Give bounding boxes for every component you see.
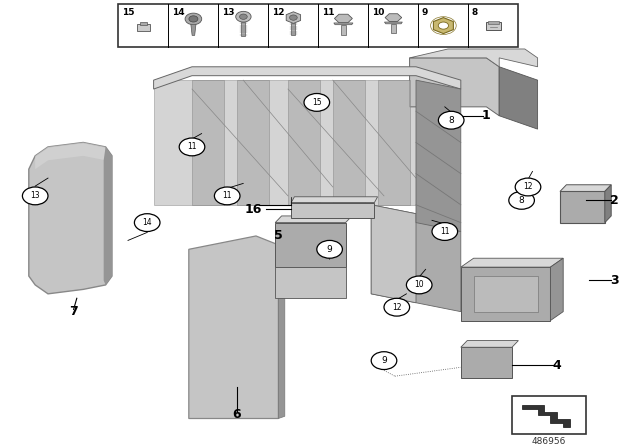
- Circle shape: [304, 94, 330, 111]
- Circle shape: [317, 241, 342, 258]
- Polygon shape: [371, 205, 461, 312]
- Polygon shape: [154, 67, 461, 89]
- Bar: [118, 4, 518, 47]
- Circle shape: [189, 16, 198, 22]
- Text: 9: 9: [422, 8, 428, 17]
- Bar: [137, 24, 150, 31]
- Polygon shape: [278, 243, 285, 418]
- Polygon shape: [499, 67, 538, 129]
- Polygon shape: [550, 258, 563, 321]
- Polygon shape: [461, 267, 550, 321]
- Polygon shape: [433, 17, 453, 34]
- Bar: [474, 276, 538, 312]
- Text: 486956: 486956: [532, 437, 566, 446]
- Text: 10: 10: [414, 280, 424, 289]
- Circle shape: [289, 15, 297, 20]
- Polygon shape: [385, 14, 402, 22]
- Circle shape: [371, 352, 397, 370]
- Polygon shape: [385, 22, 403, 24]
- Polygon shape: [241, 22, 245, 36]
- Text: 12: 12: [524, 182, 532, 191]
- Polygon shape: [605, 185, 611, 223]
- Bar: [512, 396, 586, 434]
- Polygon shape: [334, 23, 353, 25]
- Circle shape: [432, 223, 458, 241]
- Text: 12: 12: [392, 303, 401, 312]
- Polygon shape: [378, 80, 410, 205]
- Polygon shape: [335, 14, 353, 23]
- Polygon shape: [522, 405, 570, 426]
- Text: 6: 6: [232, 408, 241, 421]
- Circle shape: [384, 298, 410, 316]
- Text: 11: 11: [188, 142, 196, 151]
- Text: 11: 11: [321, 8, 334, 17]
- Polygon shape: [275, 216, 352, 223]
- Polygon shape: [237, 80, 269, 205]
- Circle shape: [214, 187, 240, 205]
- Polygon shape: [29, 142, 112, 294]
- Bar: [486, 22, 501, 30]
- Polygon shape: [560, 191, 605, 223]
- Circle shape: [185, 13, 202, 25]
- Bar: [488, 21, 499, 24]
- Polygon shape: [410, 58, 499, 116]
- Circle shape: [239, 14, 247, 19]
- Polygon shape: [291, 202, 374, 218]
- Polygon shape: [191, 24, 196, 35]
- Circle shape: [515, 178, 541, 196]
- Text: 4: 4: [552, 358, 561, 371]
- Text: 13: 13: [30, 191, 40, 200]
- Text: 14: 14: [142, 218, 152, 227]
- Circle shape: [236, 11, 251, 22]
- Text: 12: 12: [271, 8, 284, 17]
- Polygon shape: [291, 197, 378, 202]
- Polygon shape: [288, 80, 320, 205]
- Polygon shape: [391, 24, 396, 33]
- Text: 11: 11: [223, 191, 232, 200]
- Circle shape: [22, 187, 48, 205]
- Circle shape: [406, 276, 432, 294]
- Circle shape: [509, 191, 534, 209]
- Text: 2: 2: [610, 194, 619, 207]
- Polygon shape: [275, 267, 346, 298]
- Text: 3: 3: [610, 274, 619, 287]
- Polygon shape: [275, 223, 346, 267]
- Circle shape: [438, 22, 449, 29]
- Text: 13: 13: [221, 8, 234, 17]
- Polygon shape: [560, 185, 611, 191]
- Polygon shape: [461, 347, 512, 379]
- Circle shape: [134, 214, 160, 232]
- Text: 8: 8: [519, 196, 524, 205]
- Polygon shape: [410, 49, 538, 67]
- Circle shape: [179, 138, 205, 156]
- Polygon shape: [104, 147, 112, 285]
- Text: 1: 1: [482, 109, 491, 122]
- Text: 15: 15: [312, 98, 322, 107]
- Text: 5: 5: [274, 229, 283, 242]
- Bar: [140, 22, 147, 25]
- Text: 11: 11: [440, 227, 449, 236]
- Polygon shape: [189, 236, 278, 418]
- Circle shape: [438, 111, 464, 129]
- Polygon shape: [461, 340, 518, 347]
- Text: 14: 14: [172, 8, 184, 17]
- Text: 8: 8: [449, 116, 454, 125]
- Polygon shape: [192, 80, 224, 205]
- Text: 16: 16: [244, 203, 262, 216]
- Polygon shape: [461, 258, 563, 267]
- Polygon shape: [291, 23, 295, 35]
- Text: 8: 8: [472, 8, 478, 17]
- Text: 15: 15: [122, 8, 134, 17]
- Polygon shape: [35, 142, 106, 169]
- Polygon shape: [341, 25, 346, 35]
- Polygon shape: [286, 12, 301, 23]
- Text: 10: 10: [372, 8, 384, 17]
- Polygon shape: [333, 80, 365, 205]
- Text: 7: 7: [69, 305, 78, 318]
- Polygon shape: [416, 80, 461, 232]
- Text: 9: 9: [327, 245, 332, 254]
- Polygon shape: [154, 80, 416, 205]
- Text: 9: 9: [381, 356, 387, 365]
- Polygon shape: [371, 205, 416, 303]
